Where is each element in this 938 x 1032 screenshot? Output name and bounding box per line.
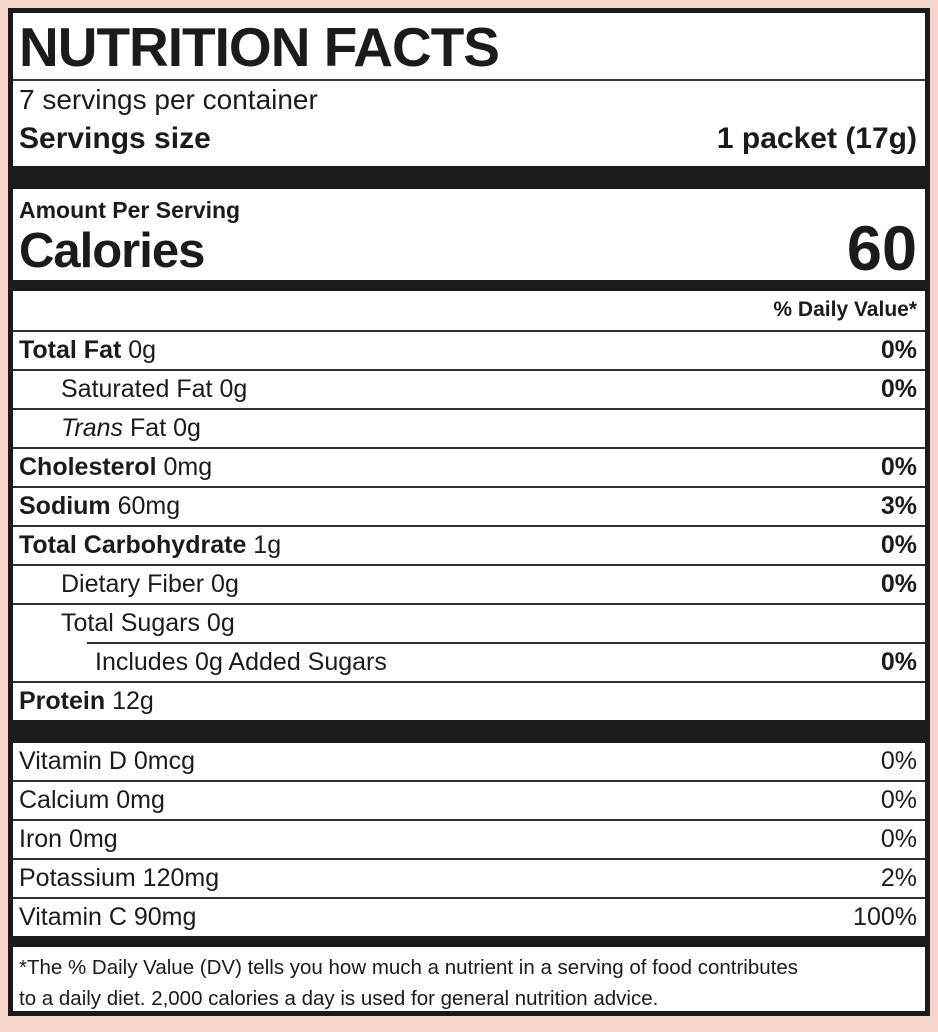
nutrition-facts-label: NUTRITION FACTS 7 servings per container…: [8, 8, 930, 1016]
nutrient-row-dietary-fiber: Dietary Fiber 0g 0%: [13, 563, 925, 603]
vitamin-row-vitamin-d: Vitamin D 0mcg 0%: [13, 743, 925, 780]
footnote-line-2: to a daily diet. 2,000 calories a day is…: [19, 986, 659, 1010]
vitamin-name-group: Vitamin C 90mg: [19, 903, 196, 932]
nutrient-name-group: Trans Fat 0g: [19, 414, 201, 443]
nutrient-row-total-fat: Total Fat 0g 0%: [13, 329, 925, 369]
vitamin-amount: 0mcg: [133, 746, 196, 775]
nutrient-name-group: Saturated Fat 0g: [19, 375, 247, 404]
calories-row: Calories 60: [13, 214, 925, 285]
nutrient-name: Total Sugars: [61, 608, 200, 637]
label-title: NUTRITION FACTS: [19, 16, 500, 78]
added-sugars-divider: [87, 641, 925, 644]
footnote-line-1: *The % Daily Value (DV) tells you how mu…: [19, 955, 798, 979]
nutrient-name-group: Total Fat 0g: [19, 336, 156, 365]
vitamin-name: Potassium: [19, 863, 136, 892]
calories-value: 60: [846, 214, 917, 285]
nutrient-name: Saturated Fat: [61, 374, 213, 403]
vitamin-dv: 0%: [880, 746, 917, 775]
nutrient-row-added-sugars: Includes 0g Added Sugars 0%: [13, 644, 925, 681]
serving-size-label: Servings size: [19, 122, 211, 156]
vitamin-amount: 0mg: [69, 824, 118, 853]
nutrient-row-sodium: Sodium 60mg 3%: [13, 485, 925, 525]
nutrient-dv: 0%: [880, 530, 917, 559]
nutrient-name-group: Sodium 60mg: [19, 492, 180, 521]
vitamin-dv: 2%: [880, 863, 917, 892]
nutrient-row-trans-fat: Trans Fat 0g: [13, 407, 925, 447]
vitamin-name: Calcium: [19, 785, 110, 814]
calories-label: Calories: [19, 223, 205, 278]
nutrient-amount: 0g: [211, 569, 239, 598]
section-bar-medium: [13, 279, 925, 291]
nutrient-name: Total Fat: [19, 335, 122, 364]
section-bar-thick: [13, 719, 925, 743]
nutrient-amount: Fat 0g: [130, 413, 201, 442]
serving-size-value: 1 packet (17g): [716, 122, 917, 156]
nutrient-dv: 0%: [880, 452, 917, 481]
serving-size-row: Servings size 1 packet (17g): [13, 118, 925, 166]
title-rule: [13, 79, 925, 82]
nutrient-name-group: Total Carbohydrate 1g: [19, 531, 281, 560]
nutrient-name: Total Carbohydrate: [19, 530, 247, 559]
vitamin-name-group: Iron 0mg: [19, 825, 118, 854]
nutrient-name-group: Total Sugars 0g: [19, 609, 235, 638]
nutrient-dv: 0%: [880, 569, 917, 598]
nutrient-row-saturated-fat: Saturated Fat 0g 0%: [13, 368, 925, 408]
vitamin-row-calcium: Calcium 0mg 0%: [13, 779, 925, 819]
nutrient-name-group: Protein 12g: [19, 687, 154, 716]
nutrient-dv: 0%: [880, 374, 917, 403]
vitamin-name-group: Potassium 120mg: [19, 864, 219, 893]
nutrient-name: Sodium: [19, 491, 111, 520]
nutrient-amount: 0g: [128, 335, 157, 364]
vitamin-amount: 90mg: [133, 902, 197, 931]
nutrient-amount: 12g: [112, 686, 154, 715]
nutrient-row-protein: Protein 12g: [13, 680, 925, 720]
vitamin-amount: 120mg: [142, 863, 220, 892]
servings-per-container: 7 servings per container: [19, 84, 318, 116]
nutrient-name: Dietary Fiber: [61, 569, 205, 598]
nutrient-name: Includes 0g Added Sugars: [95, 647, 387, 676]
nutrient-name: Cholesterol: [19, 452, 157, 481]
vitamin-amount: 0mg: [116, 785, 165, 814]
vitamin-row-potassium: Potassium 120mg 2%: [13, 857, 925, 897]
vitamin-dv: 0%: [880, 824, 917, 853]
vitamin-dv: 0%: [880, 785, 917, 814]
nutrient-name-group: Includes 0g Added Sugars: [19, 648, 387, 677]
nutrient-amount: 0mg: [163, 452, 213, 481]
vitamin-dv: 100%: [853, 902, 917, 931]
nutrient-amount: 1g: [253, 530, 282, 559]
vitamin-name-group: Vitamin D 0mcg: [19, 747, 195, 776]
vitamin-row-iron: Iron 0mg 0%: [13, 818, 925, 858]
nutrient-amount: 60mg: [117, 491, 181, 520]
vitamin-name: Vitamin D: [19, 746, 127, 775]
nutrient-dv: 0%: [880, 335, 917, 364]
section-bar-thick: [13, 166, 925, 190]
nutrient-amount: 0g: [206, 608, 235, 637]
nutrient-dv: 0%: [880, 647, 917, 676]
vitamin-name-group: Calcium 0mg: [19, 786, 165, 815]
nutrient-name-group: Dietary Fiber 0g: [19, 570, 239, 599]
daily-value-footnote: *The % Daily Value (DV) tells you how mu…: [13, 947, 925, 1011]
nutrient-dv: 3%: [880, 491, 917, 520]
nutrient-row-total-sugars: Total Sugars 0g: [13, 602, 925, 642]
vitamin-row-vitamin-c: Vitamin C 90mg 100%: [13, 896, 925, 936]
section-bar-medium: [13, 935, 925, 947]
nutrient-row-cholesterol: Cholesterol 0mg 0%: [13, 446, 925, 486]
nutrient-name: Trans: [61, 413, 124, 442]
daily-value-header: % Daily Value*: [773, 297, 917, 321]
nutrient-name: Protein: [19, 686, 106, 715]
vitamin-name: Vitamin C: [19, 902, 127, 931]
nutrient-amount: 0g: [219, 374, 248, 403]
amount-per-serving-label: Amount Per Serving: [19, 197, 241, 224]
vitamin-name: Iron: [19, 824, 63, 853]
nutrient-name-group: Cholesterol 0mg: [19, 453, 212, 482]
nutrient-row-total-carbohydrate: Total Carbohydrate 1g 0%: [13, 524, 925, 564]
